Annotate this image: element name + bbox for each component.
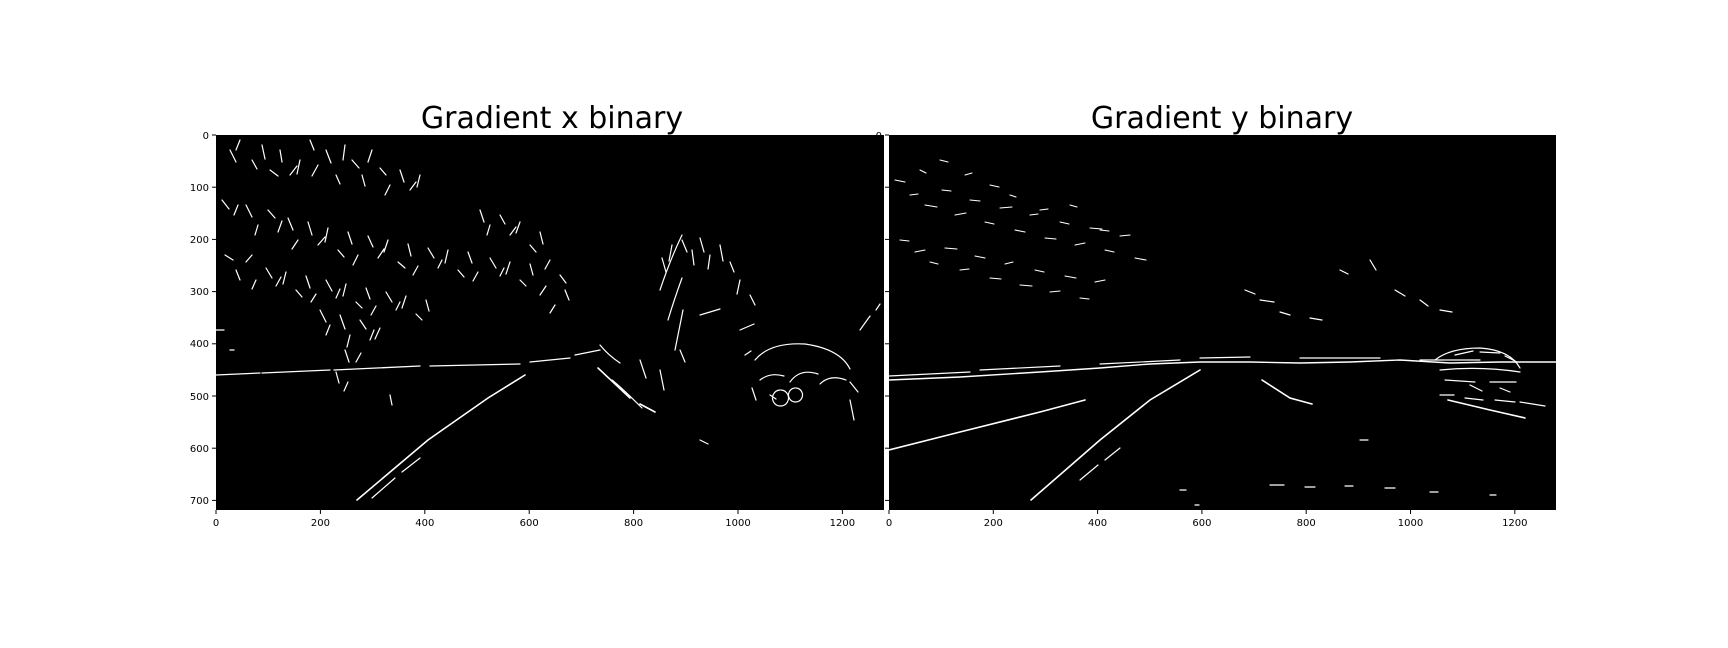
x-tick-label: 200 [984, 518, 1003, 529]
x-tick-label: 1200 [830, 518, 855, 529]
panel-gradient-y: Gradient y binary [876, 101, 1556, 529]
binary-image-x [216, 135, 884, 510]
x-tick-label: 1000 [725, 518, 750, 529]
car-edges [599, 234, 881, 421]
y-tick-label: 0 [876, 131, 882, 142]
binary-image-y [889, 135, 1556, 510]
lane-line-far-right [1447, 399, 1526, 419]
horizon-edges-2 [889, 356, 1481, 377]
car-edges [1244, 259, 1546, 407]
x-axis-left: 0 200 400 600 800 1000 1200 [213, 510, 855, 529]
y-tick-label: 0 [203, 131, 209, 142]
edge-strokes-y [889, 159, 1556, 506]
horizon-edges [216, 349, 601, 376]
x-axis-right: 0 200 400 600 800 1000 1200 [886, 510, 1528, 529]
x-tick-label: 0 [886, 518, 892, 529]
misc-edges-x [216, 329, 752, 445]
y-tick-label: 300 [190, 287, 209, 298]
misc-edges-y [1179, 439, 1497, 506]
x-tick-label: 1200 [1502, 518, 1527, 529]
lane-line-left [1030, 369, 1201, 501]
y-axis-left: 0 100 200 300 400 500 600 700 [190, 131, 216, 507]
x-tick-label: 400 [1088, 518, 1107, 529]
x-tick-label: 800 [1297, 518, 1316, 529]
y-tick-label: 700 [190, 496, 209, 507]
y-tick-label: 400 [190, 339, 209, 350]
x-tick-label: 800 [624, 518, 643, 529]
panel-title: Gradient x binary [421, 101, 683, 136]
tree-edges [221, 139, 570, 392]
lane-line-left-inner [371, 457, 421, 499]
horizon-edges [889, 359, 1556, 381]
lane-line-left [356, 374, 526, 501]
x-tick-label: 1000 [1398, 518, 1423, 529]
road-edge-left [889, 399, 1086, 451]
y-tick-label: 600 [190, 444, 209, 455]
y-tick-label: 100 [190, 183, 209, 194]
x-tick-label: 600 [1192, 518, 1211, 529]
y-tick-label: 200 [190, 235, 209, 246]
y-tick-label: 500 [190, 392, 209, 403]
x-tick-label: 200 [311, 518, 330, 529]
tree-edges [894, 159, 1147, 300]
edge-strokes-x [216, 139, 881, 501]
panel-gradient-x: Gradient x binary [190, 101, 884, 529]
x-tick-label: 600 [520, 518, 539, 529]
x-tick-label: 400 [415, 518, 434, 529]
lane-line-right [597, 367, 656, 413]
y-axis-right: 0 [876, 131, 889, 501]
x-tick-label: 0 [213, 518, 219, 529]
panel-title: Gradient y binary [1091, 101, 1353, 136]
lane-line-right [1261, 379, 1313, 405]
lane-line-left-inner [1079, 447, 1121, 481]
